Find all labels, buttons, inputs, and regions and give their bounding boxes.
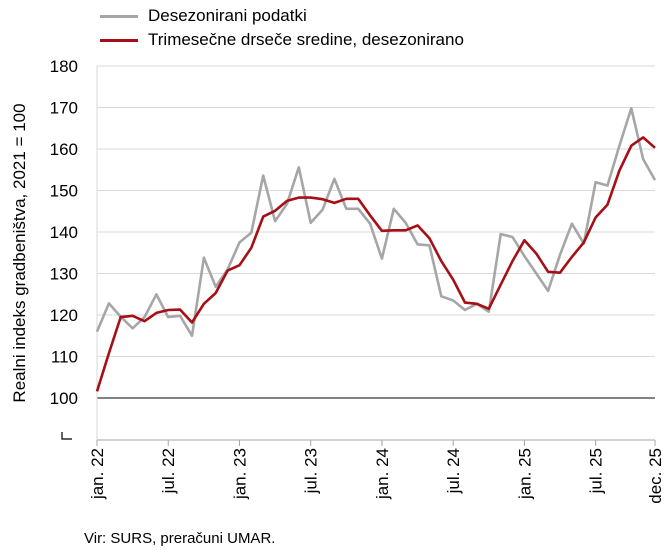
y-tick-label: 130	[50, 265, 78, 284]
y-tick-label: 150	[50, 182, 78, 201]
y-axis-ticks: 100 110 120 130 140 150 160 170 180	[50, 57, 78, 440]
gridlines	[96, 65, 655, 441]
x-tick-label: dec. 25	[646, 448, 665, 504]
x-tick-label: jan. 22	[88, 448, 107, 500]
y-tick-label: 170	[50, 99, 78, 118]
x-tick-label: jul. 24	[444, 448, 463, 494]
legend-label-seasonal: Desezonirani podatki	[148, 6, 307, 25]
series-line-moving-average	[95, 136, 656, 392]
x-axis-ticks: jan. 22 jul. 22 jan. 23 jul. 23 jan. 24 jul. …	[88, 440, 665, 504]
y-tick-label: 180	[50, 57, 78, 76]
y-tick-label: 120	[50, 306, 78, 325]
axis-break-icon	[61, 432, 72, 440]
legend-item-seasonal: Desezonirani podatki	[100, 4, 464, 28]
legend-swatch-red	[100, 38, 138, 42]
y-tick-label: 140	[50, 223, 78, 242]
x-tick-label: jan. 23	[230, 448, 249, 500]
x-tick-label: jul. 25	[587, 448, 606, 494]
series-lines	[95, 107, 657, 392]
source-note: Vir: SURS, preračuni UMAR.	[84, 530, 276, 547]
x-tick-label: jul. 23	[302, 448, 321, 494]
x-tick-label: jan. 25	[515, 448, 534, 500]
y-tick-label: 110	[51, 348, 78, 367]
y-tick-label: 160	[50, 140, 78, 159]
legend-label-moving-average: Trimesečne drseče sredine, desezonirano	[148, 30, 464, 49]
x-tick-label: jul. 22	[159, 448, 178, 494]
y-axis-label: Realni indeks gradbeništva, 2021 = 100	[10, 103, 29, 402]
x-tick-label: jan. 24	[373, 448, 392, 500]
series-line-seasonal	[95, 107, 657, 338]
legend-swatch-gray	[100, 14, 138, 18]
y-tick-label: 100	[50, 389, 78, 408]
legend-item-moving-average: Trimesečne drseče sredine, desezonirano	[100, 28, 464, 52]
legend: Desezonirani podatki Trimesečne drseče s…	[100, 4, 464, 52]
